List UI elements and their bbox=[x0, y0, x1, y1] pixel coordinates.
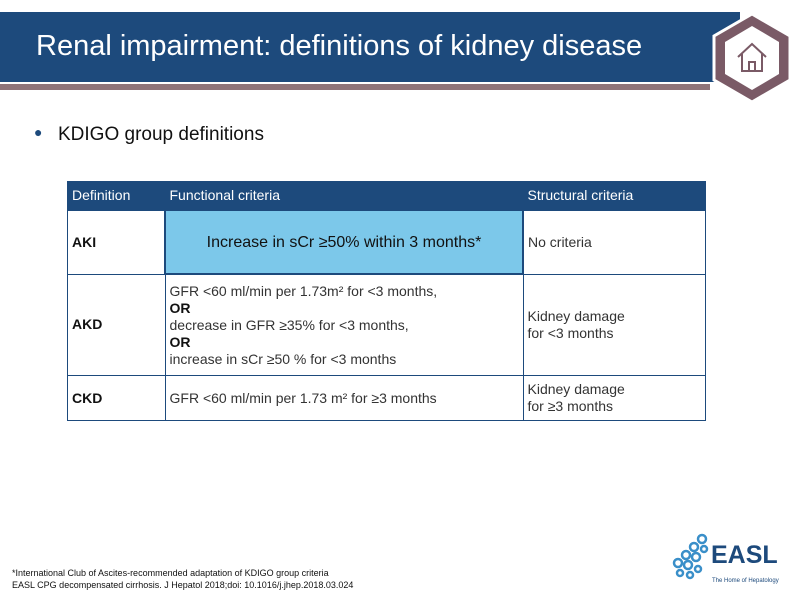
functional-cell-highlighted: Increase in sCr ≥50% within 3 months* bbox=[164, 209, 524, 275]
easl-logo-mark bbox=[672, 533, 709, 580]
structural-line: Kidney damage bbox=[527, 381, 625, 397]
table-row-akd: AKD GFR <60 ml/min per 1.73m² for <3 mon… bbox=[67, 273, 706, 376]
logo-wordmark: EASL bbox=[711, 541, 778, 569]
header-definition: Definition bbox=[67, 181, 166, 211]
functional-cell: GFR <60 ml/min per 1.73 m² for ≥3 months bbox=[164, 375, 524, 421]
definition-cell: AKI bbox=[67, 209, 166, 275]
criteria-line: increase in sCr ≥50 % for <3 months bbox=[169, 350, 397, 367]
home-icon bbox=[737, 42, 767, 72]
structural-cell: No criteria bbox=[522, 209, 706, 275]
definitions-table: Definition Functional criteria Structura… bbox=[67, 181, 706, 421]
logo-tagline: The Home of Hepatology bbox=[712, 578, 779, 584]
table-header-row: Definition Functional criteria Structura… bbox=[67, 181, 706, 211]
title-underline bbox=[0, 84, 710, 90]
structural-cell: Kidney damage for <3 months bbox=[522, 273, 706, 376]
header-functional: Functional criteria bbox=[164, 181, 524, 211]
title-bar bbox=[0, 12, 740, 82]
header-structural: Structural criteria bbox=[522, 181, 706, 211]
definition-cell: CKD bbox=[67, 375, 166, 421]
functional-cell: GFR <60 ml/min per 1.73m² for <3 months,… bbox=[164, 273, 524, 376]
structural-cell: Kidney damage for ≥3 months bbox=[522, 375, 706, 421]
definition-cell: AKD bbox=[67, 273, 166, 376]
footnote-line: *International Club of Ascites-recommend… bbox=[12, 568, 329, 578]
home-button[interactable] bbox=[705, 11, 799, 105]
bullet-item: ● KDIGO group definitions bbox=[34, 124, 264, 146]
slide-title: Renal impairment: definitions of kidney … bbox=[36, 30, 643, 62]
criteria-line: GFR <60 ml/min per 1.73m² for <3 months, bbox=[169, 282, 438, 299]
citation-line: EASL CPG decompensated cirrhosis. J Hepa… bbox=[12, 580, 354, 590]
structural-line: Kidney damage bbox=[527, 307, 625, 324]
table-row-ckd: CKD GFR <60 ml/min per 1.73 m² for ≥3 mo… bbox=[67, 375, 706, 421]
bullet-text: KDIGO group definitions bbox=[58, 124, 264, 145]
table-row-aki: AKI Increase in sCr ≥50% within 3 months… bbox=[67, 209, 706, 275]
structural-line: for <3 months bbox=[527, 324, 614, 341]
bullet-icon: ● bbox=[34, 124, 43, 140]
structural-line: for ≥3 months bbox=[527, 398, 614, 414]
criteria-line: decrease in GFR ≥35% for <3 months, bbox=[169, 316, 409, 333]
or-connector: OR bbox=[169, 333, 191, 350]
footnote: *International Club of Ascites-recommend… bbox=[12, 567, 353, 591]
or-connector: OR bbox=[169, 299, 191, 316]
